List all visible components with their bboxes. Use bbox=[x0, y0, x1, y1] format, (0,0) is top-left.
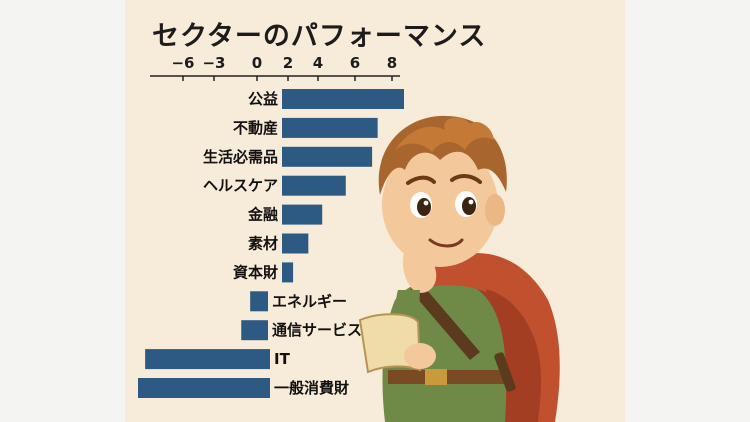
bar-6 bbox=[282, 262, 294, 283]
bar-10 bbox=[138, 378, 270, 398]
category-label: ヘルスケア bbox=[203, 177, 278, 195]
category-label: 公益 bbox=[248, 90, 278, 108]
bar-0 bbox=[282, 89, 404, 109]
x-tick-label: −6 bbox=[171, 54, 194, 72]
x-tick-label: 8 bbox=[387, 54, 397, 72]
bar-8 bbox=[241, 320, 268, 341]
category-label: エネルギー bbox=[272, 292, 347, 310]
category-label: IT bbox=[274, 350, 291, 368]
x-tick-label: 6 bbox=[350, 54, 360, 72]
bar-4 bbox=[282, 204, 323, 225]
category-label: 通信サービス bbox=[272, 321, 362, 339]
x-tick-label: 0 bbox=[252, 54, 262, 72]
category-label: 素材 bbox=[248, 235, 278, 253]
bar-9 bbox=[145, 349, 270, 370]
category-label: 資本財 bbox=[233, 263, 278, 281]
bar-3 bbox=[282, 175, 346, 196]
category-label: 生活必需品 bbox=[203, 148, 278, 166]
x-tick-label: −3 bbox=[202, 54, 225, 72]
chart-title: セクターのパフォーマンス bbox=[152, 21, 487, 52]
category-label: 金融 bbox=[247, 206, 278, 224]
x-tick-label: 2 bbox=[283, 54, 293, 72]
category-label: 不動産 bbox=[233, 119, 278, 137]
bar-7 bbox=[250, 291, 268, 312]
category-label: 一般消費財 bbox=[274, 379, 349, 397]
bar-2 bbox=[282, 146, 373, 167]
bar-1 bbox=[282, 117, 378, 138]
bar-5 bbox=[282, 233, 309, 254]
x-tick-label: 4 bbox=[313, 54, 323, 72]
